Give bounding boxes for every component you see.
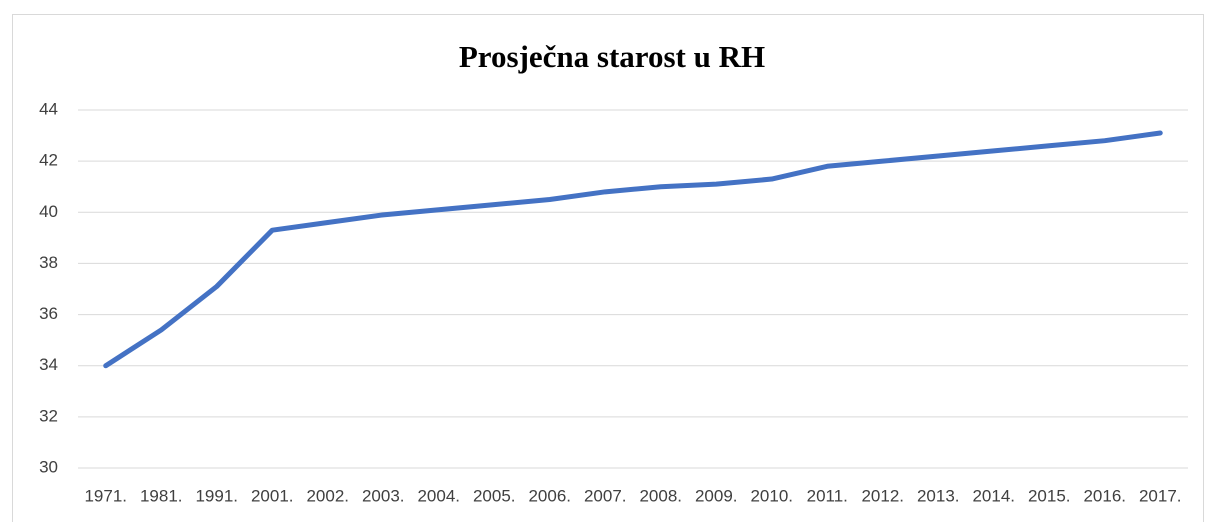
y-tick-label: 38: [39, 253, 58, 272]
x-tick-label: 1981.: [140, 486, 183, 505]
x-tick-label: 1991.: [195, 486, 238, 505]
x-tick-label: 2010.: [750, 486, 793, 505]
chart-frame: [12, 14, 1204, 522]
x-tick-label: 2016.: [1083, 486, 1126, 505]
line: [103, 130, 1163, 369]
y-tick-label: 30: [39, 457, 58, 476]
x-tick-label: 2017.: [1139, 486, 1182, 505]
y-tick-label: 42: [39, 151, 58, 170]
y-tick-label: 44: [39, 99, 58, 118]
x-tick-label: 2012.: [861, 486, 904, 505]
x-tick-label: 2004.: [417, 486, 460, 505]
x-tick-label: 2007.: [584, 486, 627, 505]
y-tick-label: 40: [39, 202, 58, 221]
y-tick-label: 36: [39, 304, 58, 323]
y-tick-label: 32: [39, 406, 58, 425]
x-tick-label: 2001.: [251, 486, 294, 505]
x-tick-label: 2013.: [917, 486, 960, 505]
y-tick-label: 34: [39, 355, 58, 374]
x-tick-label: 2008.: [639, 486, 682, 505]
x-tick-label: 2006.: [528, 486, 571, 505]
x-tick-label: 2003.: [362, 486, 405, 505]
chart-title: Prosječna starost u RH: [459, 39, 765, 74]
x-tick-label: 1971.: [84, 486, 127, 505]
x-tick-label: 2005.: [473, 486, 516, 505]
x-tick-label: 2011.: [807, 486, 848, 505]
x-tick-label: 2002.: [306, 486, 349, 505]
x-tick-label: 2009.: [695, 486, 738, 505]
x-tick-label: 2015.: [1028, 486, 1071, 505]
x-tick-label: 2014.: [972, 486, 1015, 505]
